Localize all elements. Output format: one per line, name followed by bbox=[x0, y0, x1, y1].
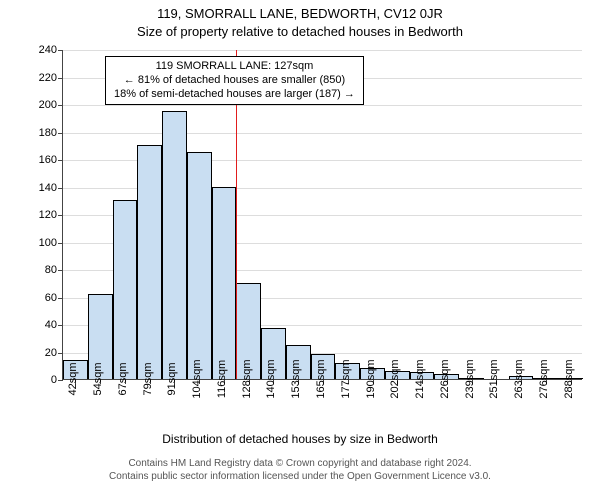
x-tick-label: 165sqm bbox=[311, 359, 327, 398]
x-tick-label: 251sqm bbox=[484, 359, 500, 398]
x-tick-label: 91sqm bbox=[162, 362, 178, 395]
x-tick-label: 42sqm bbox=[63, 362, 79, 395]
x-tick-label: 226sqm bbox=[435, 359, 451, 398]
y-tick-label: 160 bbox=[39, 154, 63, 166]
y-tick-label: 180 bbox=[39, 127, 63, 139]
histogram-bar bbox=[137, 145, 162, 379]
y-tick-label: 200 bbox=[39, 99, 63, 111]
y-tick-label: 220 bbox=[39, 72, 63, 84]
y-tick-label: 0 bbox=[51, 374, 63, 386]
x-tick-label: 177sqm bbox=[336, 359, 352, 398]
x-tick-label: 288sqm bbox=[559, 359, 575, 398]
y-tick-label: 20 bbox=[45, 347, 63, 359]
footer-line2: Contains public sector information licen… bbox=[0, 471, 600, 484]
histogram-bar bbox=[113, 200, 138, 379]
x-tick-label: 214sqm bbox=[410, 359, 426, 398]
title-address: 119, SMORRALL LANE, BEDWORTH, CV12 0JR bbox=[0, 6, 600, 21]
y-tick-label: 240 bbox=[39, 44, 63, 56]
x-tick-label: 190sqm bbox=[361, 359, 377, 398]
y-tick-label: 140 bbox=[39, 182, 63, 194]
y-tick-label: 120 bbox=[39, 209, 63, 221]
annotation-line: ← 81% of detached houses are smaller (85… bbox=[114, 74, 355, 88]
x-tick-label: 140sqm bbox=[261, 359, 277, 398]
x-tick-label: 202sqm bbox=[385, 359, 401, 398]
x-tick-label: 116sqm bbox=[212, 360, 228, 398]
title-subtitle: Size of property relative to detached ho… bbox=[0, 24, 600, 39]
x-tick-label: 128sqm bbox=[237, 359, 253, 398]
annotation-box: 119 SMORRALL LANE: 127sqm← 81% of detach… bbox=[105, 56, 364, 105]
x-tick-label: 104sqm bbox=[187, 359, 203, 398]
histogram-bar bbox=[212, 187, 237, 380]
x-tick-label: 276sqm bbox=[534, 359, 550, 398]
x-tick-label: 67sqm bbox=[113, 362, 129, 395]
annotation-line: 119 SMORRALL LANE: 127sqm bbox=[114, 60, 355, 74]
x-tick-label: 263sqm bbox=[509, 359, 525, 398]
x-tick-label: 239sqm bbox=[460, 359, 476, 398]
histogram-bar bbox=[187, 152, 212, 379]
footer-line1: Contains HM Land Registry data © Crown c… bbox=[0, 458, 600, 471]
gridline bbox=[63, 50, 582, 51]
x-tick-label: 153sqm bbox=[286, 359, 302, 398]
x-axis-label: Distribution of detached houses by size … bbox=[0, 432, 600, 446]
gridline bbox=[63, 133, 582, 134]
y-tick-label: 60 bbox=[45, 292, 63, 304]
footer-attribution: Contains HM Land Registry data © Crown c… bbox=[0, 458, 600, 483]
histogram-bar bbox=[162, 111, 187, 379]
y-tick-label: 40 bbox=[45, 319, 63, 331]
y-tick-label: 100 bbox=[39, 237, 63, 249]
annotation-line: 18% of semi-detached houses are larger (… bbox=[114, 88, 355, 102]
x-tick-label: 54sqm bbox=[88, 362, 104, 395]
y-tick-label: 80 bbox=[45, 264, 63, 276]
x-tick-label: 79sqm bbox=[138, 362, 154, 395]
